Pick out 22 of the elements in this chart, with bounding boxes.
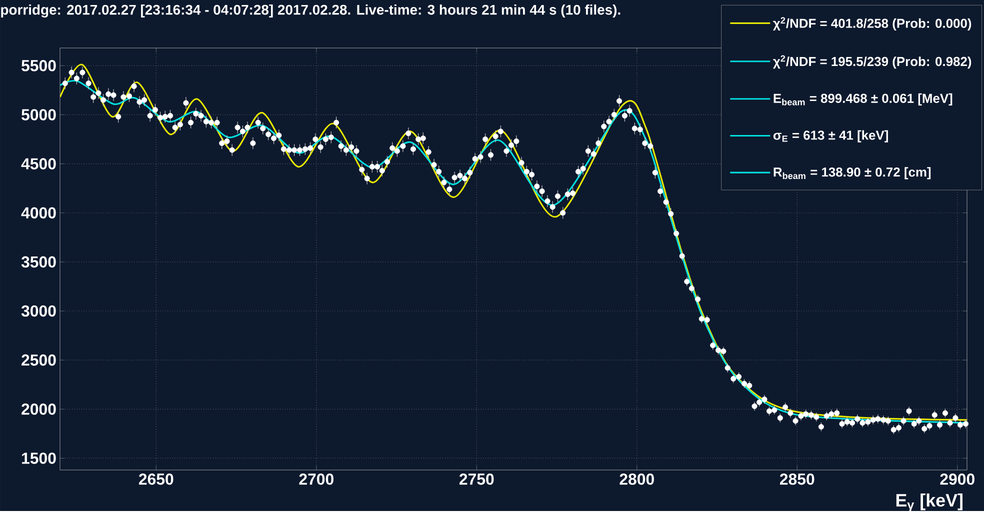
legend-label: χ$^{2}$/NDF = 401.8/258 (Prob: 0.000)	[773, 17, 972, 30]
x-tick-label: 2800	[620, 474, 654, 485]
y-tick-label: 5500	[22, 60, 56, 72]
y-tick-label: 3500	[21, 256, 56, 268]
y-tick-label: 4000	[21, 207, 56, 219]
annotation: E$_{beam}$ = 899.468 ± 0.061 [MeV]	[774, 93, 952, 106]
x-tick-label: 2650	[138, 474, 174, 485]
chart-title: porridge: 2017.02.27 [23:16:34 - 04:07:28] 2017.02.28. Live-time: 3 hours 21 min 44 s (10 files).	[1, 4, 620, 18]
x-axis-title: E$_{γ}$ [keV]	[896, 494, 962, 512]
annotation: σ$_{E}$ = 613 ± 41 [keV]	[773, 130, 888, 142]
x-tick-label: 2900	[940, 474, 974, 485]
legend-label: χ$^{2}$/NDF = 195.5/239 (Prob: 0.982)	[773, 55, 972, 69]
y-tick-label: 3000	[21, 305, 56, 317]
y-tick-label: 2500	[22, 354, 56, 366]
y-tick-label: 4500	[21, 158, 56, 170]
x-tick-label: 2850	[780, 474, 814, 485]
y-tick-label: 2000	[22, 404, 56, 415]
x-tick-label: 2750	[459, 474, 494, 485]
y-tick-label: 1500	[22, 452, 56, 464]
y-tick-label: 5000	[22, 109, 56, 120]
annotation: R$_{beam}$ = 138.90 ± 0.72 [cm]	[774, 167, 931, 180]
x-tick-label: 2700	[299, 474, 334, 485]
